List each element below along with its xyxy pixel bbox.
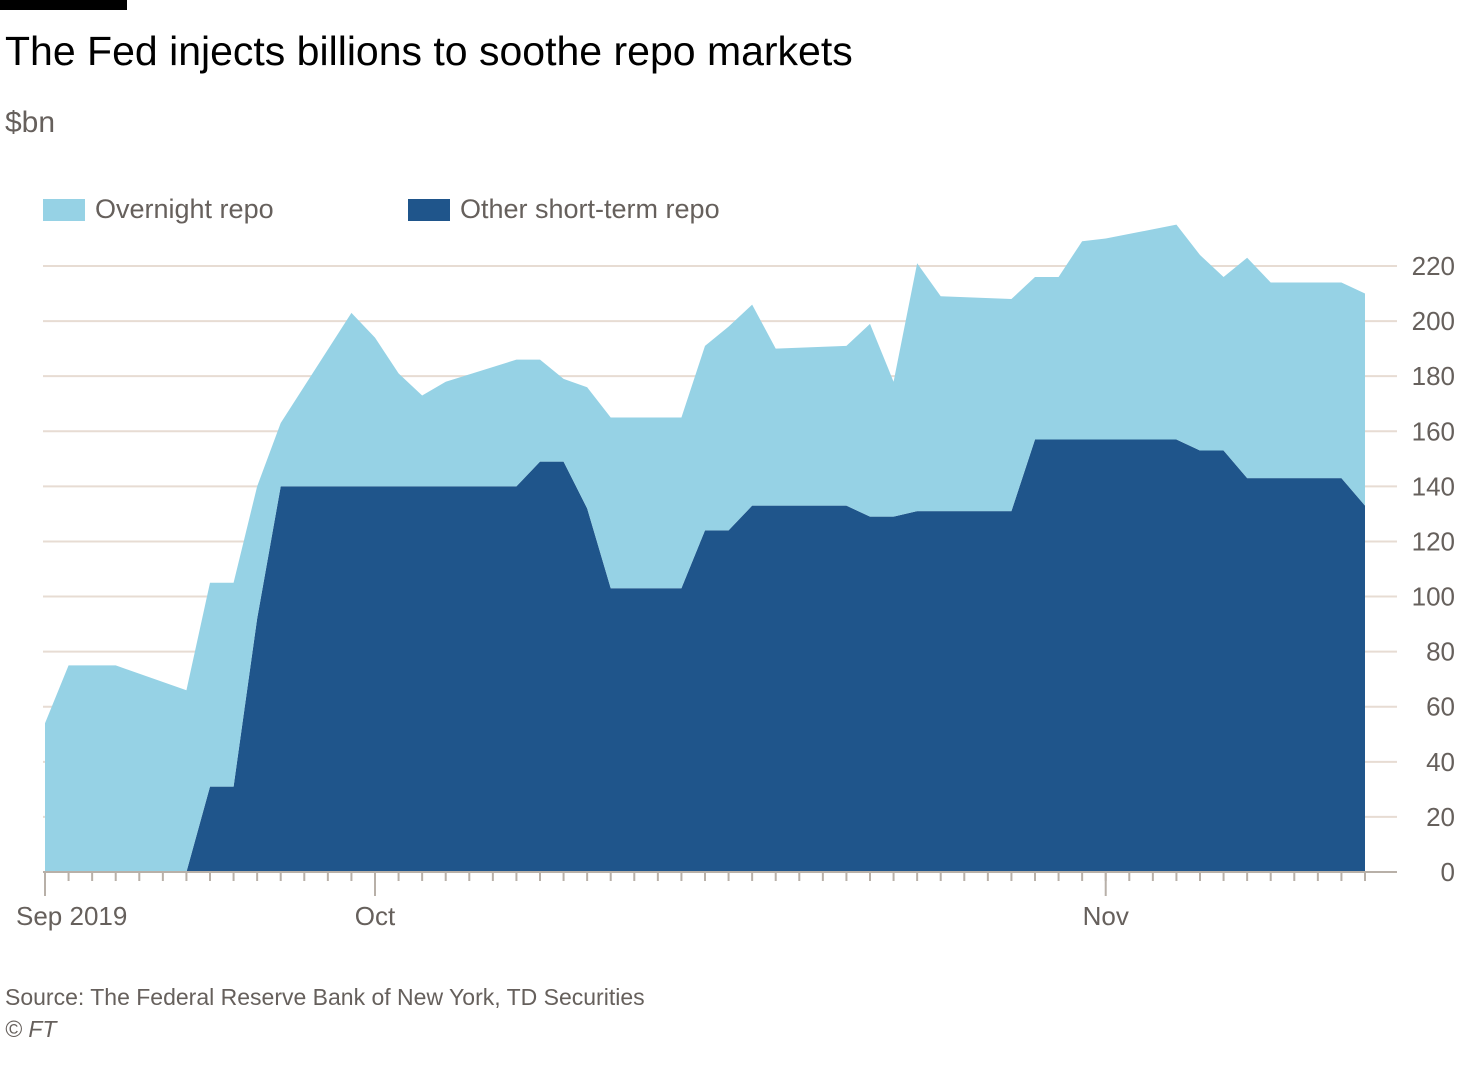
source-note: Source: The Federal Reserve Bank of New … — [5, 984, 645, 1010]
copyright: © FT — [5, 1016, 57, 1042]
legend-swatch-overnight — [43, 198, 85, 221]
chart-title: The Fed injects billions to soothe repo … — [5, 28, 853, 74]
y-tick-label: 120 — [1412, 526, 1455, 556]
y-tick-label: 0 — [1441, 857, 1455, 887]
brand-bar — [0, 0, 127, 10]
y-tick-label: 140 — [1412, 471, 1455, 501]
y-tick-label: 20 — [1426, 802, 1455, 832]
x-tick-label: Sep 2019 — [16, 901, 127, 931]
y-tick-label: 100 — [1412, 582, 1455, 612]
y-tick-label: 200 — [1412, 306, 1455, 336]
legend-swatch-other — [408, 198, 450, 221]
y-tick-label: 80 — [1426, 637, 1455, 667]
area-overnight-repo — [45, 224, 1365, 872]
legend-item-overnight: Overnight repo — [43, 194, 274, 225]
y-tick-label: 220 — [1412, 251, 1455, 281]
legend-item-other: Other short-term repo — [408, 194, 720, 225]
unit-label: $bn — [5, 106, 56, 139]
legend-label-other: Other short-term repo — [460, 194, 720, 224]
x-tick-label: Oct — [355, 901, 396, 931]
legend-label-overnight: Overnight repo — [95, 194, 274, 224]
y-tick-label: 180 — [1412, 361, 1455, 391]
y-tick-label: 160 — [1412, 416, 1455, 446]
y-tick-label: 60 — [1426, 692, 1455, 722]
y-tick-label: 40 — [1426, 747, 1455, 777]
x-tick-label: Nov — [1083, 901, 1129, 931]
area-other-short-term-repo — [45, 439, 1365, 872]
